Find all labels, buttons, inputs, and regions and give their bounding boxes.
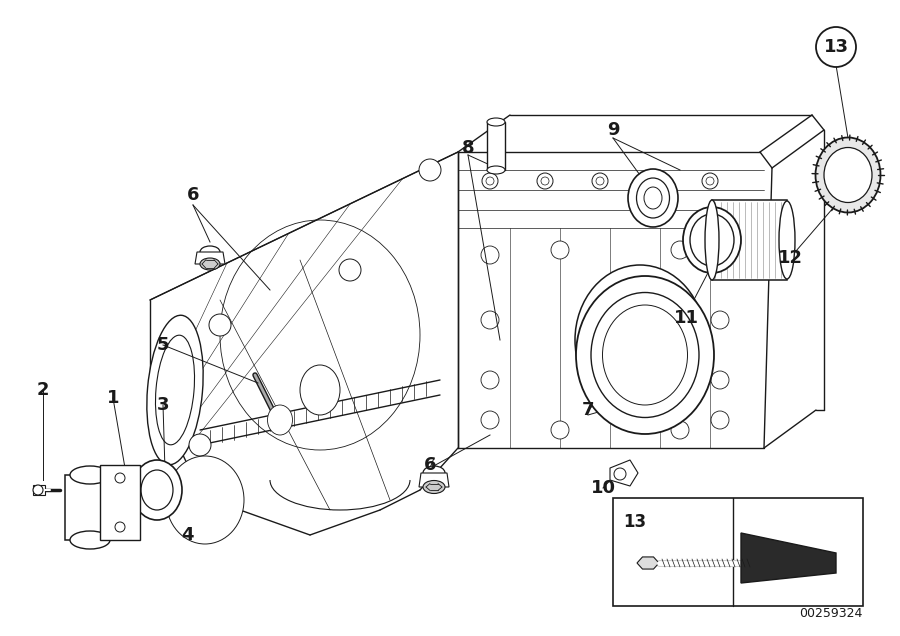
Ellipse shape (487, 118, 505, 126)
Ellipse shape (300, 365, 340, 415)
Ellipse shape (181, 471, 229, 529)
Ellipse shape (267, 405, 293, 435)
Polygon shape (419, 473, 449, 487)
Text: 11: 11 (673, 309, 698, 327)
Text: 6: 6 (424, 456, 436, 474)
Text: 13: 13 (824, 38, 849, 56)
Circle shape (651, 177, 659, 185)
Circle shape (481, 411, 499, 429)
Circle shape (706, 177, 714, 185)
Ellipse shape (644, 187, 662, 209)
Circle shape (541, 177, 549, 185)
Text: 13: 13 (623, 513, 646, 531)
Ellipse shape (690, 214, 734, 266)
Ellipse shape (156, 335, 194, 445)
Circle shape (481, 371, 499, 389)
Ellipse shape (591, 293, 699, 417)
Circle shape (711, 371, 729, 389)
Text: 9: 9 (607, 121, 619, 139)
Polygon shape (741, 533, 836, 583)
Ellipse shape (628, 169, 678, 227)
Text: 3: 3 (157, 396, 169, 414)
Ellipse shape (170, 460, 240, 540)
Ellipse shape (705, 200, 719, 280)
Ellipse shape (683, 207, 741, 273)
Circle shape (209, 314, 231, 336)
Circle shape (671, 421, 689, 439)
Ellipse shape (575, 265, 705, 415)
Polygon shape (65, 475, 115, 540)
Circle shape (115, 522, 125, 532)
Text: 00259324: 00259324 (798, 607, 862, 620)
Ellipse shape (166, 456, 244, 544)
Circle shape (537, 173, 553, 189)
Ellipse shape (70, 531, 110, 549)
Text: 4: 4 (181, 526, 194, 544)
Circle shape (33, 485, 43, 495)
Polygon shape (195, 252, 225, 264)
Ellipse shape (779, 201, 795, 279)
Ellipse shape (636, 178, 670, 218)
Circle shape (339, 259, 361, 281)
Ellipse shape (602, 305, 688, 405)
Ellipse shape (576, 276, 714, 434)
Circle shape (551, 421, 569, 439)
Circle shape (711, 411, 729, 429)
Ellipse shape (423, 481, 445, 494)
Polygon shape (33, 485, 45, 495)
Text: 10: 10 (590, 479, 616, 497)
Ellipse shape (423, 466, 445, 480)
Ellipse shape (815, 137, 880, 212)
Ellipse shape (70, 466, 110, 484)
Circle shape (419, 159, 441, 181)
Text: 6: 6 (187, 186, 199, 204)
Ellipse shape (141, 470, 173, 510)
Text: 8: 8 (462, 139, 474, 157)
Text: 2: 2 (37, 381, 50, 399)
Bar (487, 122, 505, 170)
Polygon shape (610, 460, 638, 486)
Ellipse shape (487, 166, 505, 174)
Circle shape (614, 468, 626, 480)
Circle shape (711, 246, 729, 264)
Text: 5: 5 (157, 336, 169, 354)
Circle shape (481, 246, 499, 264)
Ellipse shape (588, 280, 692, 400)
Ellipse shape (824, 148, 872, 202)
Ellipse shape (600, 295, 680, 385)
Circle shape (702, 173, 718, 189)
Ellipse shape (147, 315, 203, 465)
Ellipse shape (132, 460, 182, 520)
Circle shape (551, 241, 569, 259)
Circle shape (486, 177, 494, 185)
Circle shape (481, 311, 499, 329)
Ellipse shape (200, 246, 220, 258)
Circle shape (596, 177, 604, 185)
Circle shape (647, 173, 663, 189)
Circle shape (482, 173, 498, 189)
Circle shape (592, 173, 608, 189)
Polygon shape (637, 557, 659, 569)
Circle shape (115, 473, 125, 483)
Circle shape (816, 27, 856, 67)
Circle shape (189, 434, 211, 456)
Bar (712, 200, 787, 280)
Bar (613, 498, 863, 606)
Ellipse shape (200, 258, 220, 270)
Circle shape (671, 241, 689, 259)
Polygon shape (100, 465, 140, 540)
Text: 12: 12 (778, 249, 803, 267)
Circle shape (711, 311, 729, 329)
Text: 7: 7 (581, 401, 594, 419)
Text: 1: 1 (107, 389, 119, 407)
